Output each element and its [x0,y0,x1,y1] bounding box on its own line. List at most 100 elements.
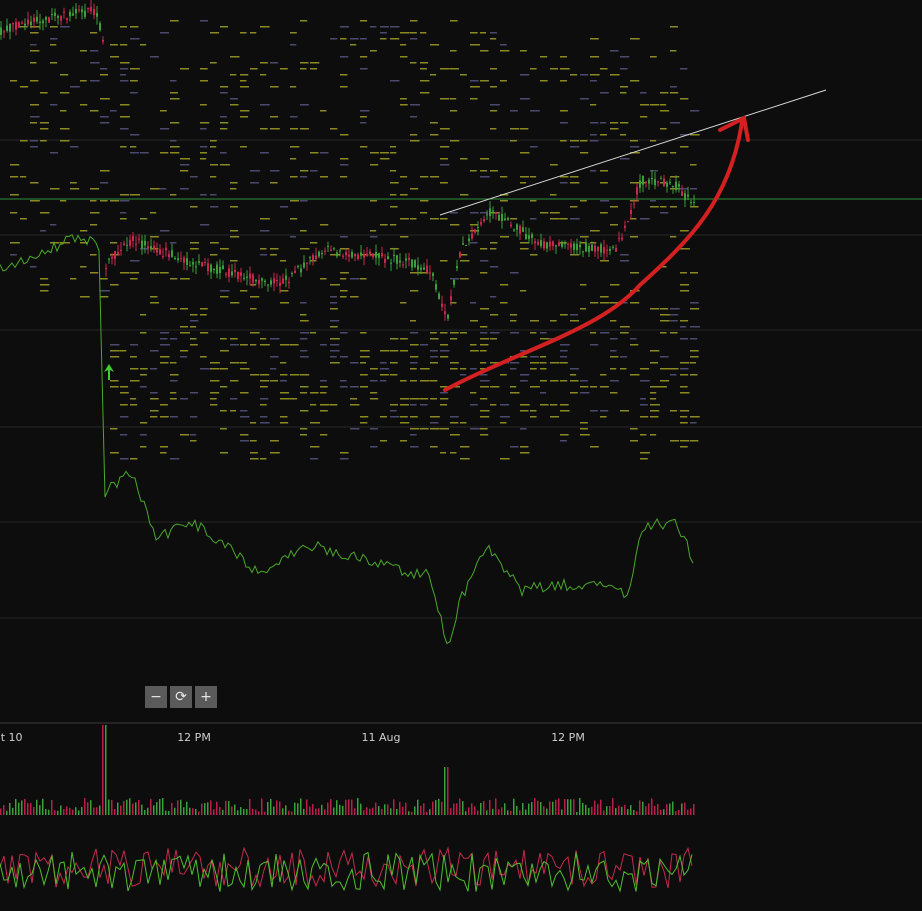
order-dot [250,182,259,184]
order-dot [280,380,287,382]
order-dot [130,260,140,262]
order-dot [510,386,517,388]
order-dot [300,374,310,376]
order-dot [380,362,387,364]
order-dot [360,68,368,70]
order-dot [150,410,159,412]
order-dot [360,362,367,364]
candle-body [3,31,5,33]
candle-body [213,268,215,271]
candle-body [477,226,479,228]
candle-body [600,244,602,253]
order-dot [530,68,537,70]
volume-bar [312,804,314,815]
order-dot [230,236,240,238]
order-dot [570,206,578,208]
order-dot [450,212,458,214]
order-dot [610,284,620,286]
candle-body [612,246,614,248]
order-dot [420,428,429,430]
order-dot [210,380,220,382]
order-dot [480,50,489,52]
order-dot [90,188,100,190]
order-dot [560,350,568,352]
order-dot [510,362,520,364]
volume-bar [381,808,383,815]
volume-bar [492,808,494,815]
volume-bar [285,805,287,815]
order-dot [500,416,510,418]
order-dot [190,242,200,244]
order-dot [530,110,540,112]
order-dot [660,332,667,334]
order-dot [590,122,599,124]
order-dot [380,380,387,382]
zoom-out-button[interactable]: − [145,686,167,708]
reset-button[interactable]: ⟳ [170,686,192,708]
order-dot [640,452,650,454]
order-dot [210,32,220,34]
candle-body [285,275,287,280]
order-dot [560,218,568,220]
candle-body [93,9,95,16]
volume-bar [63,809,65,815]
order-dot [40,92,48,94]
volume-bar [264,811,266,815]
order-dot [650,386,660,388]
order-dot [120,404,128,406]
candle-body [663,178,665,187]
order-dot [60,74,69,76]
order-dot [490,32,497,34]
zoom-in-button[interactable]: + [195,686,217,708]
order-dot [340,236,348,238]
order-dot [30,266,37,268]
order-dot [220,152,227,154]
candle-body [618,237,620,239]
order-dot [440,386,448,388]
order-dot [320,392,327,394]
order-dot [220,296,229,298]
order-dot [480,212,488,214]
candle-body [591,244,593,251]
order-dot [450,68,459,70]
order-dot [470,320,478,322]
candle-body [330,249,332,251]
order-dot [580,380,588,382]
order-dot [50,44,57,46]
order-dot [400,32,410,34]
order-dot [560,110,568,112]
order-dot [20,176,27,178]
candle-body [276,280,278,282]
order-dot [460,332,467,334]
order-dot [570,392,578,394]
volume-bar [594,800,596,815]
order-dot [660,110,670,112]
order-dot [620,332,629,334]
volume-bar [645,806,647,815]
order-dot [220,122,229,124]
order-dot [130,356,137,358]
order-dot [630,374,640,376]
order-dot [230,206,238,208]
order-dot [260,398,269,400]
order-dot [400,194,408,196]
order-dot [170,98,180,100]
order-dot [220,128,228,130]
order-dot [390,38,400,40]
order-dot [340,356,348,358]
candles [0,0,695,321]
volume-bar [150,798,152,815]
order-dot [100,170,110,172]
order-dot [290,200,300,202]
candle-body [87,8,89,10]
order-dot [80,296,90,298]
order-dot [430,398,437,400]
order-dot [640,458,648,460]
order-dot [560,80,567,82]
candle-body [21,22,23,24]
order-dot [110,44,118,46]
order-dot [630,38,640,40]
candle-body [678,184,680,187]
order-dot [570,176,579,178]
candle-body [369,251,371,255]
